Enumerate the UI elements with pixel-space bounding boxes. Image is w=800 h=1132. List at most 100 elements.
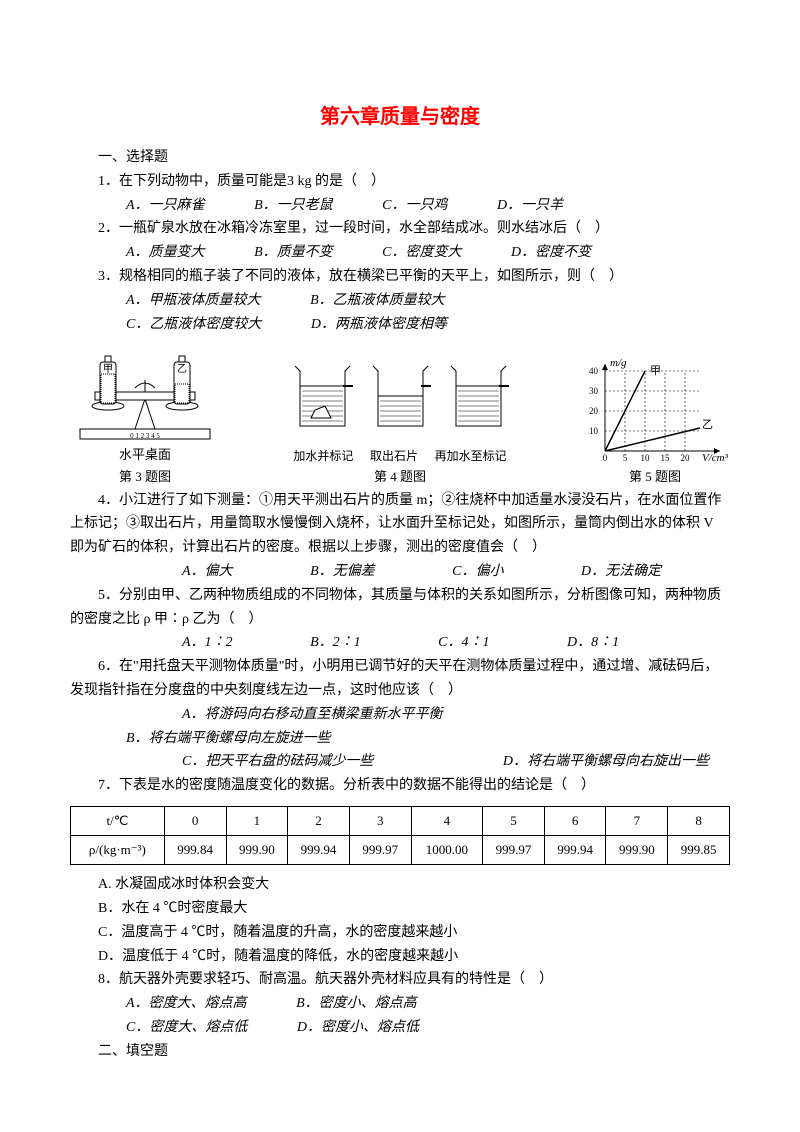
- q3-A: A．甲瓶液体质量较大: [98, 289, 261, 313]
- table-row-values: ρ/(kg·m⁻³) 999.84 999.90 999.94 999.97 1…: [71, 836, 730, 865]
- fig5-cap: 第 5 题图: [580, 466, 730, 488]
- chart-y-label: m/g: [610, 357, 627, 369]
- chart-line1-label: 甲: [650, 365, 661, 377]
- t6: 6: [544, 806, 606, 835]
- q1-C: C．一只鸡: [354, 194, 447, 218]
- fig4-cap: 第 4 题图: [285, 466, 515, 488]
- q5-B: B．2∶1: [254, 631, 361, 655]
- xt4: 20: [681, 453, 691, 463]
- q5-text: 5．分别由甲、乙两种物质组成的不同物体，其质量与体积的关系如图所示，分析图像可知…: [70, 584, 730, 632]
- yt1: 10: [589, 426, 599, 436]
- fig3-desk: 水平桌面: [70, 444, 220, 466]
- q8-D: D．密度小、熔点低: [269, 1016, 419, 1040]
- q3-opts-line1: A．甲瓶液体质量较大 B．乙瓶液体质量较大: [70, 289, 730, 313]
- q3-text: 3．规格相同的瓶子装了不同的液体，放在横梁已平衡的天平上，如图所示，则（ ）: [70, 265, 730, 289]
- beakers-icon: [285, 346, 515, 446]
- r2: 999.94: [288, 836, 350, 865]
- t3: 3: [349, 806, 411, 835]
- q4-C: C．偏小: [396, 560, 503, 584]
- q1-B: B．一只老鼠: [226, 194, 333, 218]
- q8-opts-l1: A．密度大、熔点高 B．密度小、熔点高: [70, 992, 730, 1016]
- r6: 999.94: [544, 836, 606, 865]
- page-root: 第六章质量与密度 一、选择题 1．在下列动物中，质量可能是3 kg 的是（ ） …: [0, 0, 800, 1103]
- r3: 999.97: [349, 836, 411, 865]
- q3-C: C．乙瓶液体密度较大: [98, 313, 261, 337]
- bottle-label-right: 乙: [177, 363, 187, 375]
- bottle-label-left: 甲: [103, 364, 113, 375]
- fig5-block: m/g V/cm³ 10 20 30 40 0 5 10 15 20 甲 乙 第…: [580, 356, 730, 488]
- density-table: t/℃ 0 1 2 3 4 5 6 7 8 ρ/(kg·m⁻³) 999.84 …: [70, 806, 730, 865]
- balance-icon: 甲 乙 0 1 2 3 4 5: [70, 344, 220, 444]
- xt1: 5: [623, 453, 628, 463]
- section-fill-heading: 二、填空题: [70, 1040, 730, 1064]
- svg-text:0 1 2 3 4 5: 0 1 2 3 4 5: [130, 432, 160, 440]
- q2-D: D．密度不变: [483, 241, 591, 265]
- q7-C: C．温度高于 4 ℃时，随着温度的升高，水的密度越来越小: [70, 921, 730, 945]
- q6-opts-l1: A．将游码向右移动直至横梁重新水平平衡 B．将右端平衡螺母向左旋进一些: [70, 703, 730, 751]
- t2: 2: [288, 806, 350, 835]
- xt2: 10: [641, 453, 651, 463]
- q6-D: D．将右端平衡螺母向右旋出一些: [447, 750, 709, 774]
- fig3-block: 甲 乙 0 1 2 3 4 5 水平桌面 第 3 题图: [70, 344, 220, 488]
- q6-opts-l2: C．把天平右盘的砝码减少一些 D．将右端平衡螺母向右旋出一些: [70, 750, 730, 774]
- chart-line2-label: 乙: [702, 418, 713, 431]
- xt0: 0: [603, 453, 608, 463]
- beaker1-cap: 加水并标记: [293, 446, 353, 466]
- mv-chart-icon: m/g V/cm³ 10 20 30 40 0 5 10 15 20 甲 乙: [580, 356, 730, 466]
- t4: 4: [411, 806, 483, 835]
- r5: 999.97: [483, 836, 545, 865]
- q2-A: A．质量变大: [98, 241, 205, 265]
- q1-options: A．一只麻雀 B．一只老鼠 C．一只鸡 D．一只羊: [70, 194, 730, 218]
- q4-B: B．无偏差: [254, 560, 375, 584]
- section-choice-heading: 一、选择题: [70, 146, 730, 170]
- th-rho: ρ/(kg·m⁻³): [71, 836, 165, 865]
- figure-row: 甲 乙 0 1 2 3 4 5 水平桌面 第 3 题图: [70, 344, 730, 488]
- q6-text: 6．在"用托盘天平测物体质量"时，小明用已调节好的天平在测物体质量过程中，通过增…: [70, 655, 730, 703]
- q8-C: C．密度大、熔点低: [98, 1016, 247, 1040]
- q3-D: D．两瓶液体密度相等: [283, 313, 447, 337]
- q2-options: A．质量变大 B．质量不变 C．密度变大 D．密度不变: [70, 241, 730, 265]
- q4-A: A．偏大: [126, 560, 233, 584]
- q3-B: B．乙瓶液体质量较大: [282, 289, 445, 313]
- t5: 5: [483, 806, 545, 835]
- t0: 0: [164, 806, 226, 835]
- xt3: 15: [661, 453, 671, 463]
- q5-C: C．4∶1: [382, 631, 489, 655]
- r7: 999.90: [606, 836, 668, 865]
- th-t: t/℃: [71, 806, 165, 835]
- q2-text: 2．一瓶矿泉水放在冰箱冷冻室里，过一段时间，水全部结成冰。则水结冰后（ ）: [70, 217, 730, 241]
- q4-D: D．无法确定: [525, 560, 661, 584]
- q1-D: D．一只羊: [469, 194, 563, 218]
- q4-options: A．偏大 B．无偏差 C．偏小 D．无法确定: [70, 560, 730, 584]
- t7: 7: [606, 806, 668, 835]
- q7-B: B．水在 4 ℃时密度最大: [70, 897, 730, 921]
- q6-A: A．将游码向右移动直至横梁重新水平平衡: [126, 703, 443, 727]
- chapter-title: 第六章质量与密度: [70, 100, 730, 134]
- r1: 999.90: [226, 836, 288, 865]
- r0: 999.84: [164, 836, 226, 865]
- beaker3-cap: 再加水至标记: [435, 446, 507, 466]
- r8: 999.85: [668, 836, 730, 865]
- r4: 1000.00: [411, 836, 483, 865]
- chart-x-label: V/cm³: [702, 452, 729, 464]
- yt4: 40: [589, 366, 599, 376]
- q8-A: A．密度大、熔点高: [98, 992, 247, 1016]
- yt2: 20: [589, 406, 599, 416]
- q5-options: A．1∶2 B．2∶1 C．4∶1 D．8∶1: [70, 631, 730, 655]
- q3-opts-line2: C．乙瓶液体密度较大 D．两瓶液体密度相等: [70, 313, 730, 337]
- q1-text: 1．在下列动物中，质量可能是3 kg 的是（ ）: [70, 170, 730, 194]
- q2-B: B．质量不变: [226, 241, 333, 265]
- q8-text: 8．航天器外壳要求轻巧、耐高温。航天器外壳材料应具有的特性是（ ）: [70, 968, 730, 992]
- q6-C: C．把天平右盘的砝码减少一些: [126, 750, 373, 774]
- fig4-block: 加水并标记 取出石片 再加水至标记 第 4 题图: [285, 346, 515, 488]
- q6-B: B．将右端平衡螺母向左旋进一些: [70, 727, 331, 751]
- q5-D: D．8∶1: [511, 631, 619, 655]
- q8-B: B．密度小、熔点高: [268, 992, 417, 1016]
- t1: 1: [226, 806, 288, 835]
- q7-text: 7．下表是水的密度随温度变化的数据。分析表中的数据不能得出的结论是（ ）: [70, 774, 730, 798]
- t8: 8: [668, 806, 730, 835]
- q7-A: A. 水凝固成冰时体积会变大: [70, 873, 730, 897]
- fig3-cap: 第 3 题图: [70, 466, 220, 488]
- beaker2-cap: 取出石片: [370, 446, 418, 466]
- q5-A: A．1∶2: [126, 631, 233, 655]
